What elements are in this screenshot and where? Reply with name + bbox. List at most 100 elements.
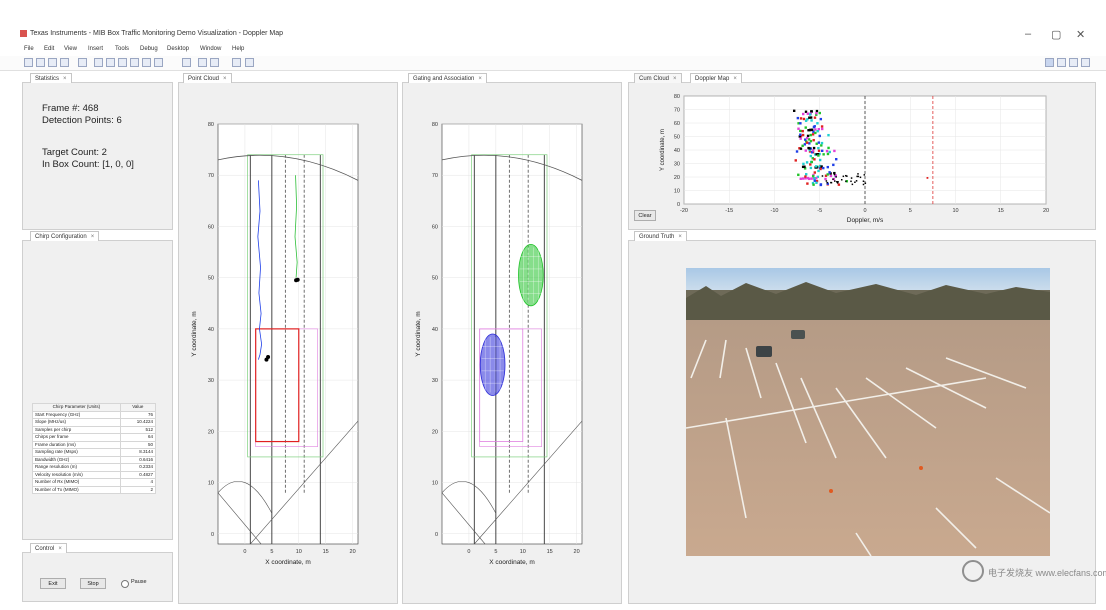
- print-icon[interactable]: [60, 58, 69, 67]
- menu-insert[interactable]: Insert: [88, 46, 104, 52]
- doppler-point: [798, 147, 801, 150]
- y-tick-label: 10: [674, 189, 680, 195]
- doppler-point: [809, 116, 813, 119]
- dock-icon[interactable]: [245, 58, 254, 67]
- doppler-point: [827, 146, 830, 150]
- doppler-point: [856, 175, 858, 178]
- doppler-point: [859, 176, 862, 179]
- menu-desktop[interactable]: Desktop: [167, 46, 190, 52]
- doppler-point: [820, 149, 824, 152]
- param-value-cell: 0.2334: [119, 463, 157, 472]
- layout-float-icon[interactable]: [1081, 58, 1090, 67]
- y-tick-label: 80: [674, 94, 680, 100]
- table-row: Number of Rx (MIMO) 4: [32, 478, 157, 487]
- param-value-cell: 0.4827: [119, 470, 157, 479]
- pan-icon[interactable]: [118, 58, 127, 67]
- x-tick-label: -5: [817, 208, 822, 214]
- doppler-point: [862, 180, 865, 182]
- boundary-box: [247, 154, 324, 458]
- doppler-point: [819, 117, 823, 121]
- exit-button[interactable]: Exit: [40, 578, 66, 589]
- y-tick-label: 50: [208, 276, 214, 282]
- menu-tools[interactable]: Tools: [115, 46, 130, 52]
- save-icon[interactable]: [48, 58, 57, 67]
- rotate-icon[interactable]: [130, 58, 139, 67]
- title-bar: [0, 0, 1106, 44]
- track-line: [257, 180, 263, 360]
- tab-gating-association[interactable]: Gating and Association ×: [408, 73, 487, 83]
- param-value-cell: 10.4224: [119, 418, 157, 427]
- x-tick-label: 10: [520, 549, 526, 555]
- doppler-point: [834, 180, 836, 182]
- zoom-in-icon[interactable]: [94, 58, 103, 67]
- doppler-point: [808, 142, 811, 145]
- detection-point: [266, 355, 271, 360]
- brush-icon[interactable]: [154, 58, 163, 67]
- y-tick-label: 70: [208, 173, 214, 179]
- table-row: Velocity resolution (m/s) 0.4827: [32, 470, 157, 479]
- doppler-point: [804, 138, 807, 141]
- menu-window[interactable]: Window: [200, 46, 222, 52]
- detection-points: Detection Points: 6: [42, 115, 122, 126]
- doppler-point: [820, 125, 824, 128]
- tab-cum-cloud[interactable]: Cum Cloud ×: [634, 73, 682, 83]
- layout-left-icon[interactable]: [1057, 58, 1066, 67]
- x-tick-label: 15: [998, 208, 1004, 214]
- doppler-point: [832, 177, 836, 181]
- layout-tile-icon[interactable]: [1045, 58, 1054, 67]
- x-tick-label: 20: [350, 549, 356, 555]
- tab-chirp-configuration[interactable]: Chirp Configuration ×: [30, 231, 100, 241]
- tab-statistics[interactable]: Statistics ×: [30, 73, 72, 83]
- doppler-point: [805, 141, 809, 144]
- doppler-point: [815, 113, 818, 116]
- doppler-point: [799, 137, 802, 140]
- open-file-icon[interactable]: [36, 58, 45, 67]
- track-line: [294, 175, 298, 278]
- doppler-point: [826, 173, 829, 176]
- layout-top-icon[interactable]: [1069, 58, 1078, 67]
- hide-plot-tools-icon[interactable]: [210, 58, 219, 67]
- doppler-point: [810, 110, 813, 113]
- doppler-point: [821, 175, 824, 177]
- menu-help[interactable]: Help: [232, 46, 245, 52]
- y-tick-label: 0: [211, 532, 214, 538]
- menu-view[interactable]: View: [64, 46, 77, 52]
- maximize-button[interactable]: ▢: [1051, 29, 1062, 41]
- minimize-button[interactable]: –: [1025, 28, 1032, 40]
- menu-debug[interactable]: Debug: [140, 46, 158, 52]
- clear-button[interactable]: Clear: [634, 210, 656, 221]
- doppler-point: [812, 183, 815, 186]
- doppler-point: [796, 116, 800, 120]
- doppler-point: [815, 179, 819, 183]
- param-name-cell: Range resolution (m): [32, 463, 121, 472]
- y-tick-label: 30: [208, 378, 214, 384]
- zoom-out-icon[interactable]: [106, 58, 115, 67]
- tab-control[interactable]: Control ×: [30, 543, 67, 553]
- x-tick-label: 10: [296, 549, 302, 555]
- menu-file[interactable]: File: [24, 46, 34, 52]
- control-panel: [22, 552, 173, 602]
- tab-doppler-map[interactable]: Doppler Map ×: [690, 73, 742, 83]
- colorbar-icon[interactable]: [182, 58, 191, 67]
- doppler-point: [826, 182, 829, 185]
- new-figure-icon[interactable]: [24, 58, 33, 67]
- doppler-point: [802, 162, 805, 166]
- y-tick-label: 20: [432, 429, 438, 435]
- doppler-point: [829, 174, 833, 178]
- tab-ground-truth[interactable]: Ground Truth ×: [634, 231, 687, 241]
- param-value-cell: 512: [119, 425, 157, 434]
- data-cursor-icon[interactable]: [142, 58, 151, 67]
- tab-point-cloud[interactable]: Point Cloud ×: [183, 73, 232, 83]
- doppler-point: [824, 174, 828, 177]
- show-plot-tools-icon[interactable]: [232, 58, 241, 67]
- stop-button[interactable]: Stop: [80, 578, 106, 589]
- close-button[interactable]: ✕: [1076, 29, 1086, 41]
- menu-edit[interactable]: Edit: [44, 46, 55, 52]
- doppler-point: [803, 167, 807, 170]
- table-row: Start Frequency (GHz) 76: [32, 410, 157, 419]
- y-axis-label: Y coordinate, m: [660, 129, 666, 171]
- legend-icon[interactable]: [198, 58, 207, 67]
- pause-radio[interactable]: [121, 580, 129, 588]
- pointer-icon[interactable]: [78, 58, 87, 67]
- doppler-point: [835, 176, 837, 178]
